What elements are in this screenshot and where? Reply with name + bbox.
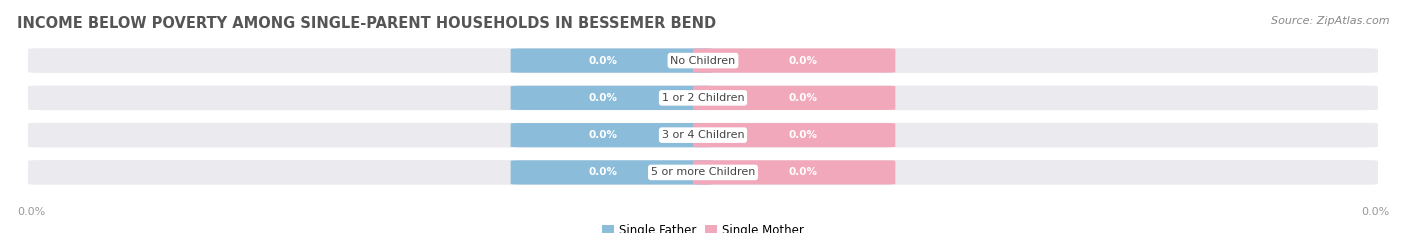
FancyBboxPatch shape bbox=[693, 123, 896, 147]
FancyBboxPatch shape bbox=[510, 48, 713, 73]
Text: 0.0%: 0.0% bbox=[789, 56, 818, 65]
Text: 0.0%: 0.0% bbox=[1361, 207, 1389, 217]
FancyBboxPatch shape bbox=[28, 48, 1378, 73]
Text: 0.0%: 0.0% bbox=[588, 93, 617, 103]
Text: 0.0%: 0.0% bbox=[588, 168, 617, 177]
Legend: Single Father, Single Mother: Single Father, Single Mother bbox=[598, 219, 808, 233]
Text: 0.0%: 0.0% bbox=[588, 56, 617, 65]
Text: 5 or more Children: 5 or more Children bbox=[651, 168, 755, 177]
FancyBboxPatch shape bbox=[510, 160, 713, 185]
FancyBboxPatch shape bbox=[28, 86, 1378, 110]
FancyBboxPatch shape bbox=[693, 160, 896, 185]
Text: 0.0%: 0.0% bbox=[789, 130, 818, 140]
FancyBboxPatch shape bbox=[510, 123, 713, 147]
Text: 3 or 4 Children: 3 or 4 Children bbox=[662, 130, 744, 140]
FancyBboxPatch shape bbox=[28, 160, 1378, 185]
Text: 0.0%: 0.0% bbox=[789, 93, 818, 103]
Text: 1 or 2 Children: 1 or 2 Children bbox=[662, 93, 744, 103]
FancyBboxPatch shape bbox=[693, 48, 896, 73]
FancyBboxPatch shape bbox=[693, 86, 896, 110]
Text: No Children: No Children bbox=[671, 56, 735, 65]
FancyBboxPatch shape bbox=[28, 123, 1378, 147]
Text: Source: ZipAtlas.com: Source: ZipAtlas.com bbox=[1271, 16, 1389, 26]
FancyBboxPatch shape bbox=[510, 86, 713, 110]
Text: INCOME BELOW POVERTY AMONG SINGLE-PARENT HOUSEHOLDS IN BESSEMER BEND: INCOME BELOW POVERTY AMONG SINGLE-PARENT… bbox=[17, 16, 716, 31]
Text: 0.0%: 0.0% bbox=[588, 130, 617, 140]
Text: 0.0%: 0.0% bbox=[17, 207, 45, 217]
Text: 0.0%: 0.0% bbox=[789, 168, 818, 177]
